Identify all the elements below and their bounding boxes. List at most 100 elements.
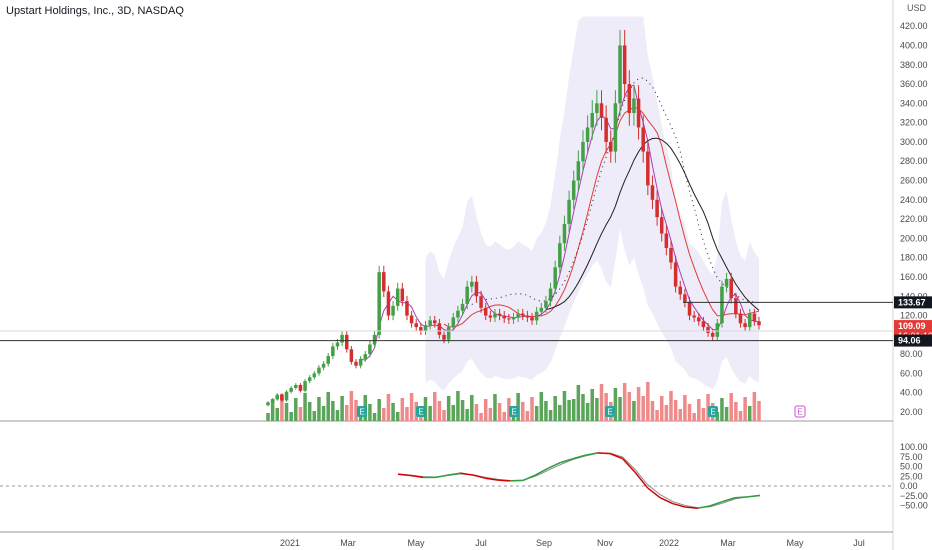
earnings-marker-label: E bbox=[359, 408, 364, 417]
candle-body bbox=[270, 399, 275, 403]
price-tick-label: 80.00 bbox=[900, 349, 923, 359]
volume-bar bbox=[683, 395, 687, 421]
ma-medium-line bbox=[443, 106, 760, 328]
candle-body bbox=[539, 307, 544, 312]
candle-body bbox=[632, 98, 636, 113]
price-tick-label: 420.00 bbox=[900, 21, 928, 31]
volume-bar bbox=[706, 394, 710, 421]
time-tick-label: Jul bbox=[853, 538, 865, 548]
volume-bar bbox=[701, 408, 706, 421]
volume-bar bbox=[456, 391, 460, 421]
candle-body bbox=[326, 356, 330, 364]
volume-bar bbox=[382, 408, 386, 421]
volume-bar bbox=[641, 396, 645, 421]
symbol-title: Upstart Holdings, Inc., 3D, NASDAQ bbox=[6, 5, 184, 17]
candle-body bbox=[386, 291, 391, 316]
volume-bar bbox=[307, 402, 312, 421]
candle-body bbox=[488, 315, 493, 318]
volume-bar bbox=[673, 400, 678, 421]
candle-body bbox=[340, 334, 344, 343]
volume-bar bbox=[312, 411, 317, 421]
candle-body bbox=[321, 363, 326, 368]
earnings-marker[interactable] bbox=[708, 406, 718, 417]
candle-body bbox=[636, 98, 641, 128]
candle-body bbox=[507, 318, 511, 320]
earnings-marker[interactable] bbox=[416, 406, 426, 417]
candle-body bbox=[368, 344, 372, 355]
volume-bar bbox=[664, 405, 669, 421]
volume-bar bbox=[743, 397, 747, 421]
candle-body bbox=[358, 358, 363, 366]
osc-main-segment bbox=[647, 487, 661, 499]
candle-body bbox=[470, 281, 474, 287]
candle-body bbox=[664, 233, 669, 249]
volume-bar bbox=[344, 405, 349, 421]
volume-bar bbox=[275, 408, 280, 421]
candle-body bbox=[720, 286, 724, 324]
candle-body bbox=[567, 199, 571, 224]
volume-bar bbox=[539, 392, 544, 421]
candle-body bbox=[534, 311, 539, 321]
osc-main-segment bbox=[709, 500, 723, 507]
price-tick-label: 140.00 bbox=[900, 291, 928, 301]
volume-bar bbox=[622, 383, 627, 421]
candle-body bbox=[414, 323, 418, 328]
volume-bar bbox=[581, 394, 585, 421]
time-tick-label: 2021 bbox=[280, 538, 300, 548]
volume-bar bbox=[335, 410, 340, 421]
volume-bar bbox=[562, 391, 567, 421]
time-tick-label: May bbox=[786, 538, 804, 548]
volume-bar bbox=[303, 393, 307, 421]
earnings-marker[interactable] bbox=[605, 406, 615, 417]
price-tick-label: 40.00 bbox=[900, 388, 923, 398]
candle-body bbox=[571, 180, 576, 200]
osc-main-segment bbox=[560, 457, 573, 464]
lower-line-price-label-box bbox=[894, 334, 932, 347]
volume-bar bbox=[409, 393, 414, 421]
upcoming-earnings-label: E bbox=[797, 408, 802, 417]
osc-main-segment bbox=[572, 454, 586, 460]
candle-body bbox=[622, 45, 627, 85]
candle-body bbox=[738, 313, 743, 324]
candle-body bbox=[516, 313, 520, 318]
volume-bar bbox=[442, 410, 446, 421]
osc-main-segment bbox=[747, 494, 761, 498]
candle-body bbox=[521, 313, 525, 316]
osc-tick-label: 0.00 bbox=[900, 481, 918, 491]
price-tick-label: 160.00 bbox=[900, 272, 928, 282]
upcoming-earnings-marker[interactable] bbox=[794, 405, 806, 418]
volume-bar bbox=[451, 405, 456, 421]
candle-body bbox=[432, 320, 437, 324]
volume-bar bbox=[497, 403, 502, 421]
candle-body bbox=[548, 288, 553, 302]
osc-main-segment bbox=[522, 474, 536, 482]
candle-body bbox=[678, 286, 683, 295]
candle-body bbox=[382, 272, 386, 292]
candle-body bbox=[646, 151, 650, 186]
volume-bar bbox=[372, 413, 377, 421]
price-tick-label: 220.00 bbox=[900, 214, 928, 224]
volume-bar bbox=[595, 398, 599, 421]
price-tick-label: 260.00 bbox=[900, 176, 928, 186]
volume-bar bbox=[747, 406, 752, 421]
volume-bar bbox=[437, 401, 442, 421]
time-tick-label: Jul bbox=[475, 538, 487, 548]
price-tick-label: 200.00 bbox=[900, 233, 928, 243]
earnings-marker[interactable] bbox=[357, 406, 367, 417]
volume-bar bbox=[405, 407, 409, 421]
volume-bar bbox=[636, 387, 641, 421]
volume-bar bbox=[331, 401, 335, 421]
volume-bar bbox=[627, 392, 632, 421]
candle-body bbox=[752, 313, 757, 322]
volume-bar bbox=[692, 413, 696, 421]
volume-bar bbox=[738, 411, 743, 421]
lower-line-price-label: 94.06 bbox=[898, 336, 921, 346]
upper-line-price-label: 133.67 bbox=[898, 297, 926, 307]
earnings-marker[interactable] bbox=[509, 406, 519, 417]
volume-bar bbox=[530, 397, 534, 421]
candle-body bbox=[710, 332, 715, 337]
candle-body bbox=[497, 313, 502, 316]
volume-bar bbox=[757, 401, 761, 421]
candle-body bbox=[604, 117, 608, 142]
